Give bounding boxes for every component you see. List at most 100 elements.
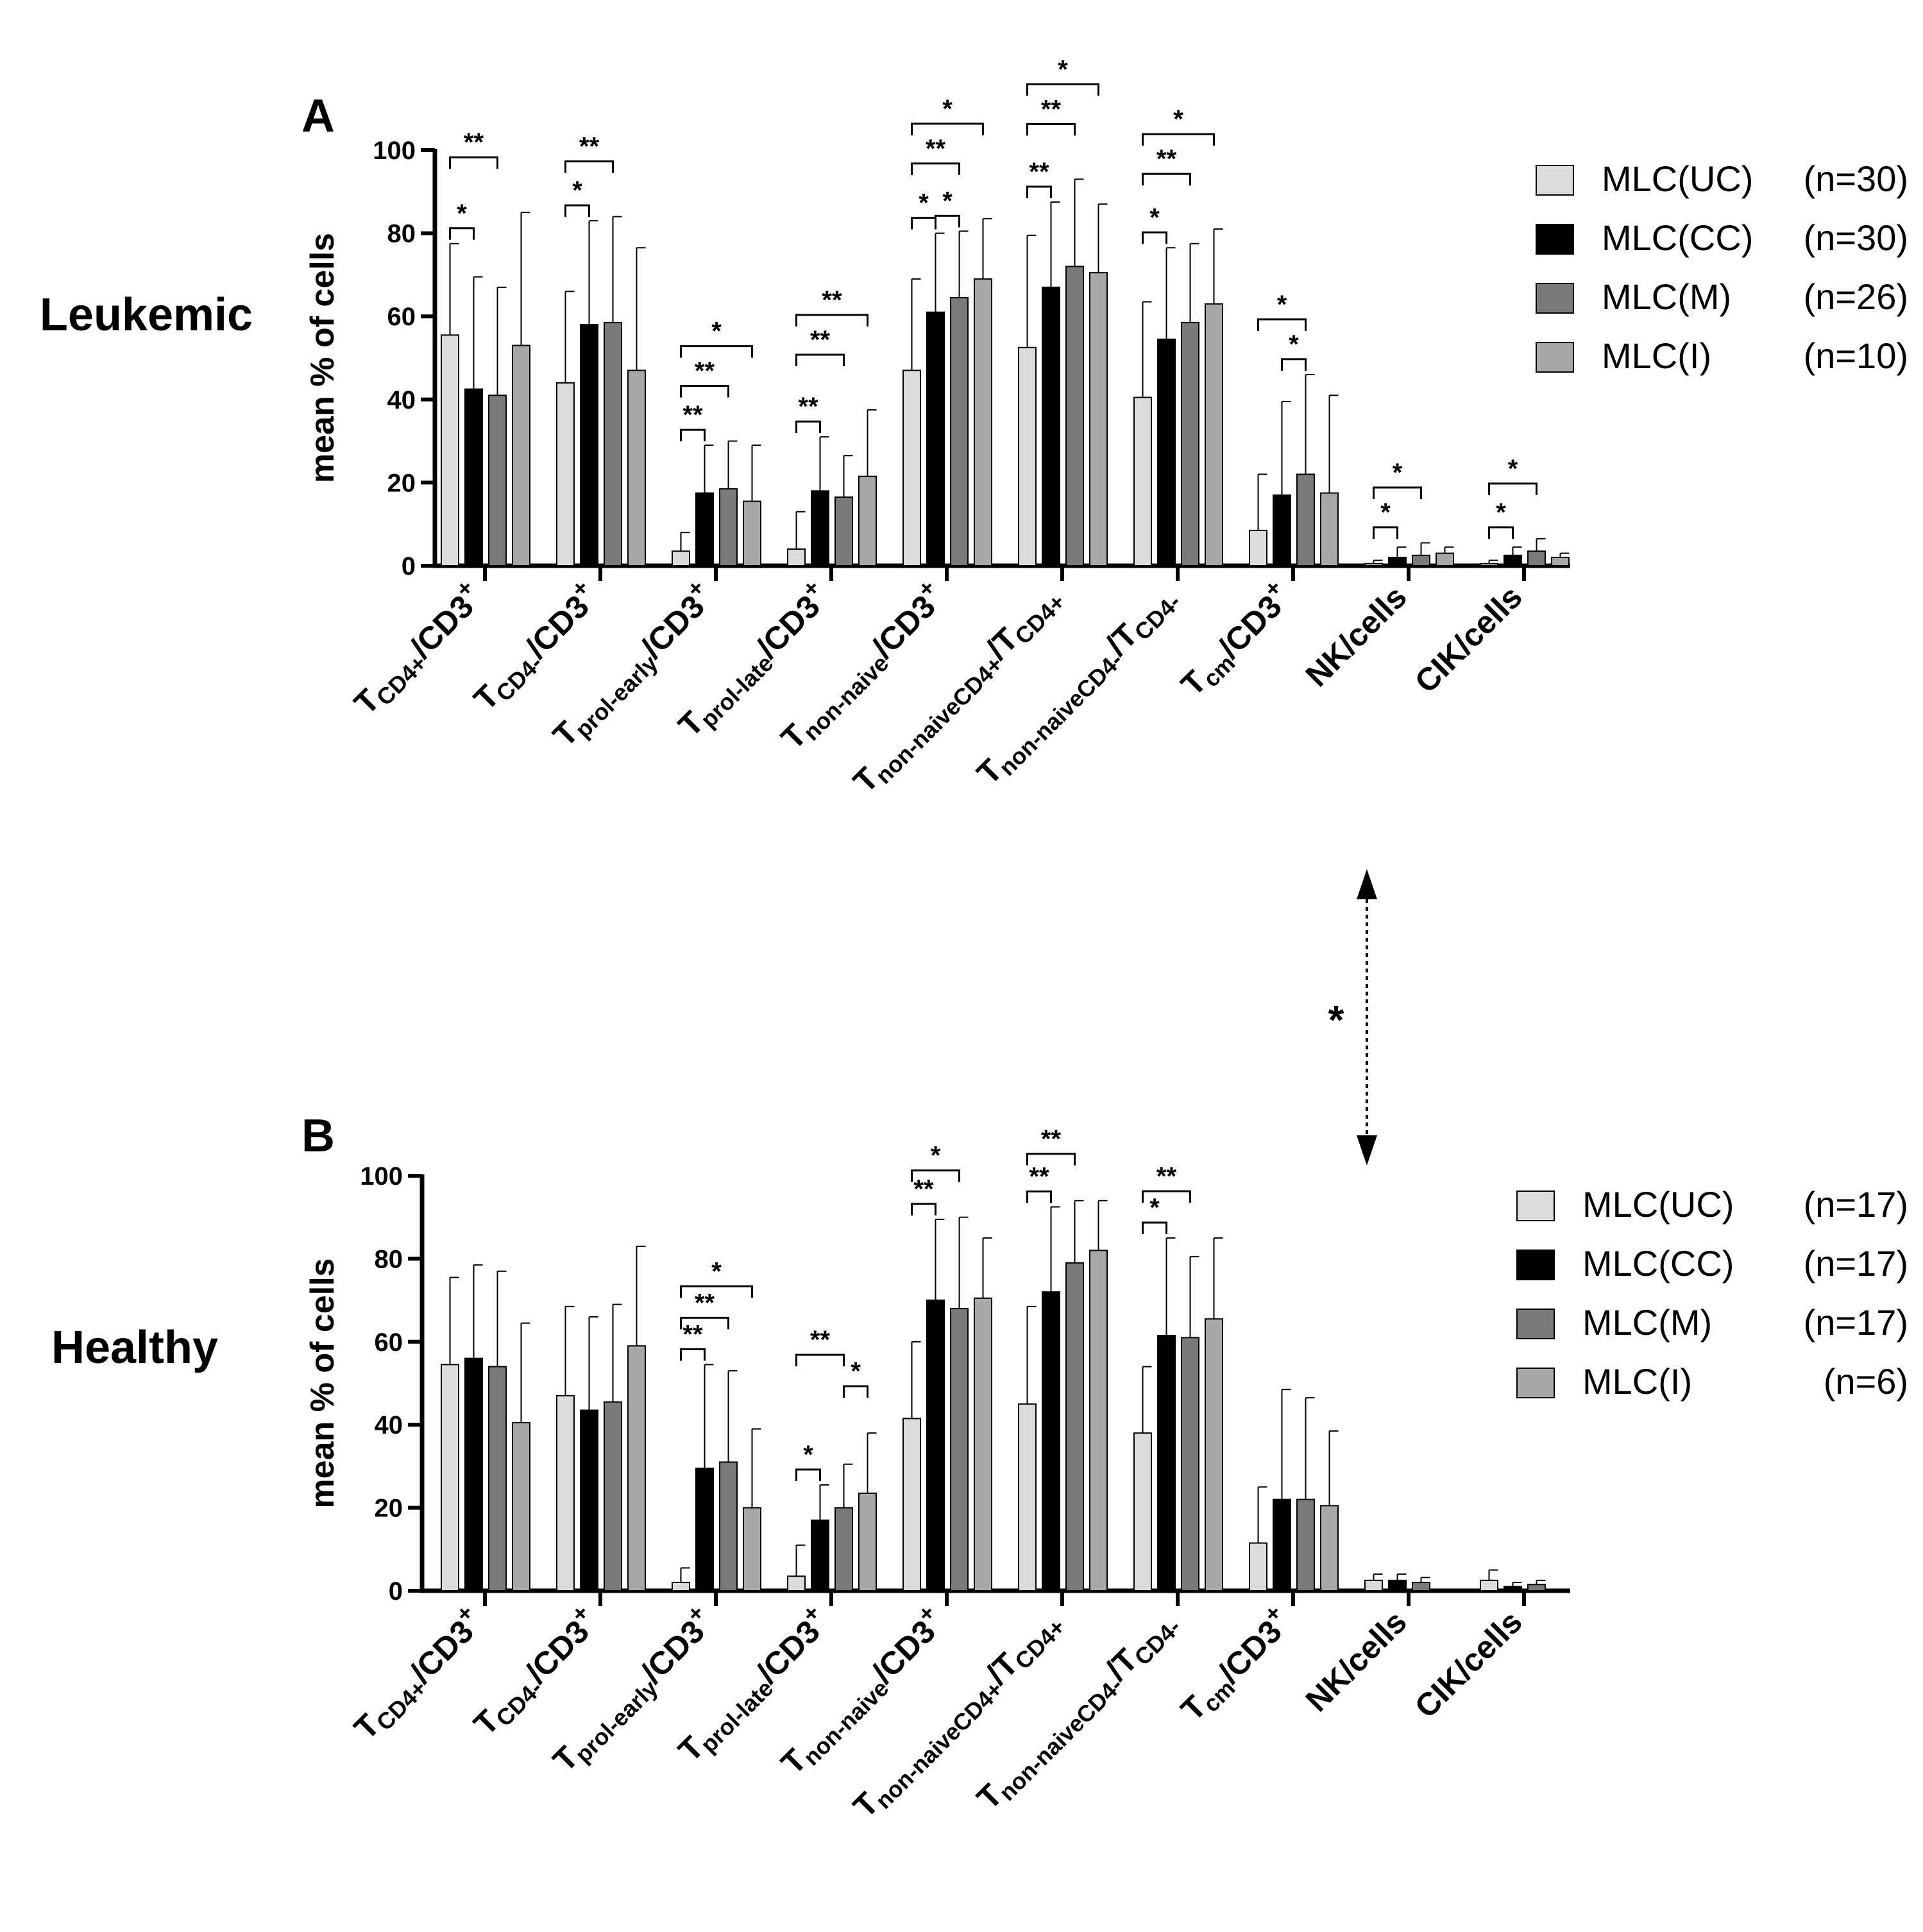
significance-label: ** (1041, 1125, 1062, 1153)
significance-bracket (1488, 482, 1538, 495)
significance-bracket (795, 1468, 821, 1482)
y-tick-label: 0 (402, 552, 416, 580)
significance-bracket (911, 123, 984, 135)
bar-i (743, 500, 761, 566)
bar-uc (556, 1394, 575, 1591)
bar-i (858, 1492, 877, 1592)
bar-cc (580, 1409, 598, 1591)
y-tick-label: 60 (387, 303, 416, 331)
significance-bracket (680, 428, 706, 442)
bar-m (604, 321, 622, 566)
bar-i (858, 475, 877, 566)
legend-swatch-m (1536, 283, 1574, 314)
bar-cc (1042, 1291, 1060, 1592)
significance-bracket (795, 420, 821, 434)
bar-i (1436, 552, 1454, 566)
bar-uc (1364, 1579, 1383, 1591)
legend-name: MLC(CC) (1602, 217, 1753, 258)
y-axis-title: mean % of cells (304, 1258, 341, 1508)
category-label: Tnon-naiveCD4+/TCD4+ (846, 1604, 1070, 1827)
bar-uc (1133, 1432, 1152, 1591)
bar-m (1412, 1582, 1430, 1592)
legend-name: MLC(UC) (1582, 1184, 1734, 1224)
significance-label: * (1496, 498, 1506, 527)
significance-label: * (931, 1142, 941, 1170)
bar-uc (902, 1418, 921, 1592)
significance-bracket (911, 162, 960, 175)
bar-uc (1018, 1403, 1037, 1592)
significance-label: * (803, 1441, 813, 1469)
significance-bracket (911, 1203, 936, 1216)
bar-cc (811, 490, 829, 566)
panel-letter: A (301, 90, 335, 142)
bar-cc (695, 1468, 714, 1592)
bar-m (834, 496, 853, 567)
legend-swatch-uc (1536, 165, 1574, 196)
significance-bracket (1142, 1190, 1191, 1203)
significance-label: * (1277, 291, 1287, 319)
bar-m (1181, 1337, 1199, 1592)
significance-label: ** (1041, 95, 1062, 123)
bar-i (1205, 1318, 1223, 1592)
significance-bracket (680, 1348, 706, 1361)
bar-m (1296, 1498, 1315, 1591)
legend-name: MLC(CC) (1582, 1243, 1734, 1284)
category-label: NK/cells (1299, 1604, 1414, 1718)
bar-i (1205, 303, 1223, 566)
significance-bracket (449, 227, 475, 240)
significance-label: * (1393, 459, 1403, 487)
significance-label: ** (1156, 1162, 1177, 1191)
bar-cc (926, 1300, 945, 1591)
bar-m (719, 488, 738, 566)
significance-label: ** (1029, 158, 1049, 186)
bar-cc (1273, 1498, 1291, 1591)
bar-cc (1504, 554, 1522, 566)
bar-uc (672, 1582, 690, 1592)
significance-label: * (942, 187, 953, 215)
significance-label: ** (695, 1289, 715, 1317)
bar-m (719, 1461, 738, 1591)
legend-swatch-cc (1536, 224, 1574, 255)
legend-count: (n=30) (1804, 217, 1908, 258)
significance-label: * (457, 199, 467, 228)
y-tick-label: 40 (375, 1411, 403, 1439)
bar-m (488, 1366, 507, 1592)
y-tick-label: 100 (360, 1162, 403, 1191)
bar-i (512, 1421, 530, 1592)
y-tick-label: 20 (375, 1495, 403, 1523)
bar-m (1065, 1262, 1084, 1591)
significance-bracket (935, 214, 960, 228)
category-label: CIK/cells (1408, 1604, 1529, 1725)
legend-name: MLC(I) (1582, 1361, 1692, 1402)
significance-bracket (1373, 486, 1422, 499)
category-label: TCD4-/CD3+ (462, 574, 609, 720)
bar-cc (464, 1357, 483, 1591)
bar-i (974, 278, 992, 566)
arrow-up-icon (1357, 869, 1377, 899)
bar-i (1320, 1505, 1339, 1591)
legend-count: (n=17) (1804, 1302, 1908, 1343)
bar-m (1527, 1584, 1546, 1591)
bar-uc (1480, 563, 1498, 567)
category-label: TCD4+/CD3+ (343, 1599, 493, 1749)
category-label: Tcm/CD3+ (1169, 1599, 1301, 1731)
bar-i (627, 369, 646, 566)
significance-bracket (795, 314, 868, 326)
bar-uc (1364, 563, 1383, 567)
bar-i (743, 1507, 761, 1592)
significance-label: * (711, 1257, 722, 1285)
significance-bracket (1142, 231, 1167, 244)
bar-uc (902, 369, 921, 566)
legend-count: (n=17) (1804, 1184, 1908, 1224)
category-label: CIK/cells (1408, 579, 1529, 700)
significance-bracket (795, 353, 845, 366)
bar-i (1089, 272, 1108, 566)
y-tick-label: 100 (373, 137, 416, 165)
significance-label: ** (579, 133, 600, 161)
significance-label: ** (810, 326, 831, 354)
panel-letter: B (301, 1110, 335, 1162)
bar-uc (1249, 1542, 1267, 1591)
significance-label: ** (682, 1320, 703, 1348)
legend-name: MLC(M) (1602, 276, 1731, 317)
